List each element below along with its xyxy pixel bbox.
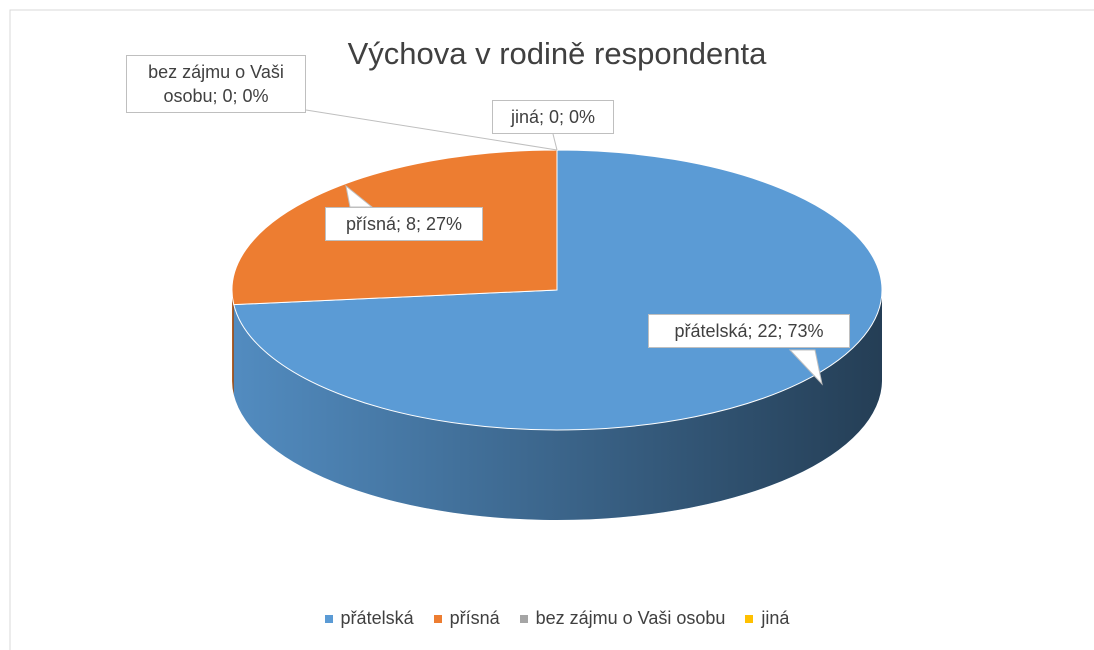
legend-label: bez zájmu o Vaši osobu	[535, 608, 726, 628]
legend-item: přísná	[433, 608, 500, 628]
callout-pointer	[788, 349, 823, 386]
chart-title: Výchova v rodině respondenta	[347, 36, 767, 71]
data-label: přísná; 8; 27%	[325, 207, 483, 241]
legend-item: bez zájmu o Vaši osobu	[519, 608, 726, 628]
legend: přátelská přísná bez zájmu o Vaši osobu jin…	[0, 608, 1094, 629]
slice-side-shade	[232, 290, 234, 395]
legend-swatch	[324, 615, 333, 624]
legend-label: jiná	[761, 608, 790, 628]
legend-swatch	[519, 615, 528, 624]
slice	[233, 149, 883, 431]
data-label: přátelská; 22; 73%	[648, 314, 850, 348]
slice-side-shade	[233, 290, 882, 521]
legend-item: přátelská	[324, 608, 414, 628]
leader-line	[305, 109, 558, 151]
legend-swatch	[745, 615, 754, 624]
leader-line	[552, 133, 558, 151]
legend-label: přísná	[449, 608, 500, 628]
legend-item: jiná	[745, 608, 789, 628]
legend-swatch	[433, 615, 442, 624]
legend-label: přátelská	[340, 608, 414, 628]
chart-frame	[9, 9, 1094, 650]
data-label: bez zájmu o Vaši osobu; 0; 0%	[126, 55, 306, 113]
data-label: jiná; 0; 0%	[492, 100, 614, 134]
